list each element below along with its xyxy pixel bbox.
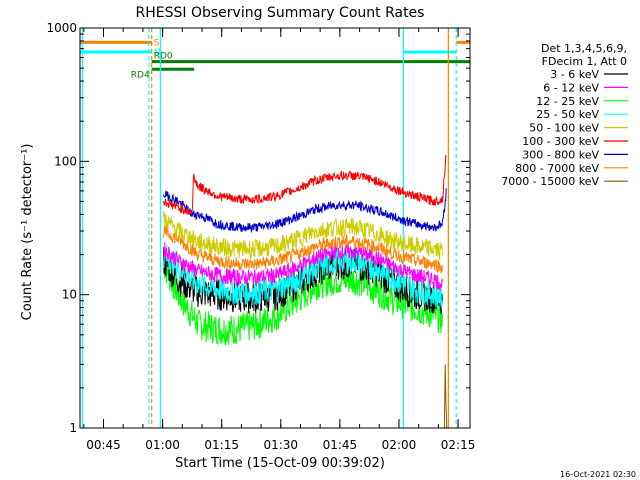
legend: Det 1,3,4,5,6,9,FDecim 1, Att 03 - 6 keV… <box>501 42 628 188</box>
x-tick-label: 01:15 <box>204 438 239 452</box>
legend-label: 12 - 25 keV <box>536 95 599 108</box>
legend-label: 7000 - 15000 keV <box>501 175 599 188</box>
series-line-800-7000-kev <box>163 225 443 275</box>
chart-title: RHESSI Observing Summary Count Rates <box>136 5 425 21</box>
series-line-100-300-kev <box>163 155 447 216</box>
legend-label: 6 - 12 keV <box>543 81 599 94</box>
axes: 1 10 100 1000 00:45 01:00 01:15 01:30 01:45 02:00… <box>46 21 475 452</box>
legend-label: 50 - 100 keV <box>529 122 599 135</box>
series-line-300-800-kev <box>163 188 447 234</box>
y-tick-label: 100 <box>54 154 77 168</box>
legend-label: 3 - 6 keV <box>550 68 599 81</box>
y-tick-label: 1 <box>69 421 77 435</box>
state-label-rd0: RD0 <box>154 52 173 62</box>
state-label-rd4: RD4 <box>131 70 150 80</box>
x-tick-label: 00:45 <box>86 438 121 452</box>
state-label-s: S <box>154 38 160 48</box>
series-line-50-100-kev <box>163 211 443 261</box>
y-tick-label: 10 <box>62 288 77 302</box>
x-tick-label: 01:45 <box>323 438 358 452</box>
legend-label: 100 - 300 keV <box>522 135 599 148</box>
state-label-n: N <box>154 48 161 58</box>
x-tick-label: 02:00 <box>382 438 417 452</box>
x-axis-label: Start Time (15-Oct-09 00:39:02) <box>175 456 385 471</box>
footer-timestamp: 16-Oct-2021 02:30 <box>560 470 636 479</box>
x-tick-label: 01:30 <box>263 438 298 452</box>
x-tick-label: 02:15 <box>441 438 476 452</box>
legend-label: 300 - 800 keV <box>522 148 599 161</box>
legend-header: Det 1,3,4,5,6,9, <box>541 42 627 55</box>
legend-label: 800 - 7000 keV <box>515 162 599 175</box>
state-vertical-lines <box>81 28 457 428</box>
legend-header: FDecim 1, Att 0 <box>542 55 627 68</box>
y-axis-label: Count Rate (s⁻¹ detector⁻¹) <box>20 144 35 321</box>
plot-frame <box>79 27 471 429</box>
series-line-7000-15000-kev <box>443 364 448 429</box>
series-lines <box>163 155 448 429</box>
y-tick-label: 1000 <box>46 21 77 35</box>
series-line-6-12-kev <box>163 242 443 292</box>
x-tick-label: 01:00 <box>145 438 180 452</box>
legend-label: 25 - 50 keV <box>536 108 599 121</box>
